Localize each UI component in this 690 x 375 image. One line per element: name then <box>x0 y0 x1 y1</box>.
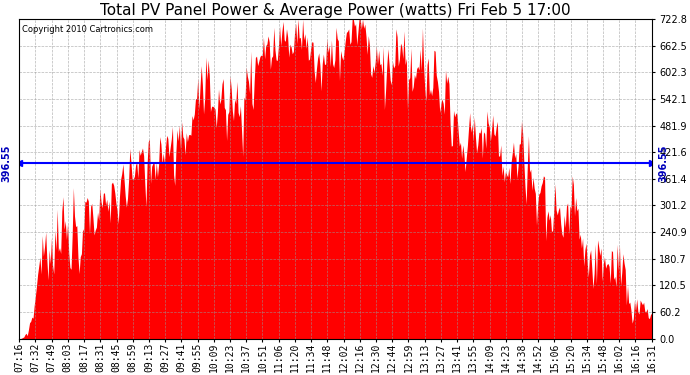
Text: Copyright 2010 Cartronics.com: Copyright 2010 Cartronics.com <box>22 26 153 34</box>
Text: 396.55: 396.55 <box>1 144 12 182</box>
Title: Total PV Panel Power & Average Power (watts) Fri Feb 5 17:00: Total PV Panel Power & Average Power (wa… <box>100 3 571 18</box>
Text: 396.55: 396.55 <box>658 144 668 182</box>
